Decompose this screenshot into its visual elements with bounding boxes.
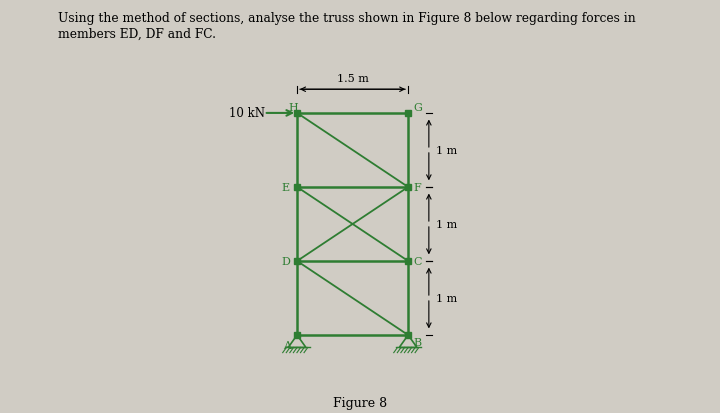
Text: A: A — [284, 341, 292, 351]
Text: Figure 8: Figure 8 — [333, 396, 387, 409]
Text: G: G — [413, 103, 422, 113]
Text: C: C — [413, 256, 422, 266]
Text: 10 kN: 10 kN — [230, 107, 266, 120]
Text: E: E — [282, 183, 290, 192]
Text: 1 m: 1 m — [436, 293, 457, 303]
Text: 1.5 m: 1.5 m — [337, 74, 369, 83]
Text: 1 m: 1 m — [436, 146, 457, 156]
Text: 1 m: 1 m — [436, 219, 457, 229]
Text: F: F — [414, 183, 422, 192]
Text: Using the method of sections, analyse the truss shown in Figure 8 below regardin: Using the method of sections, analyse th… — [58, 12, 635, 40]
Text: H: H — [289, 103, 298, 113]
Text: B: B — [414, 337, 422, 348]
Text: D: D — [282, 256, 290, 266]
